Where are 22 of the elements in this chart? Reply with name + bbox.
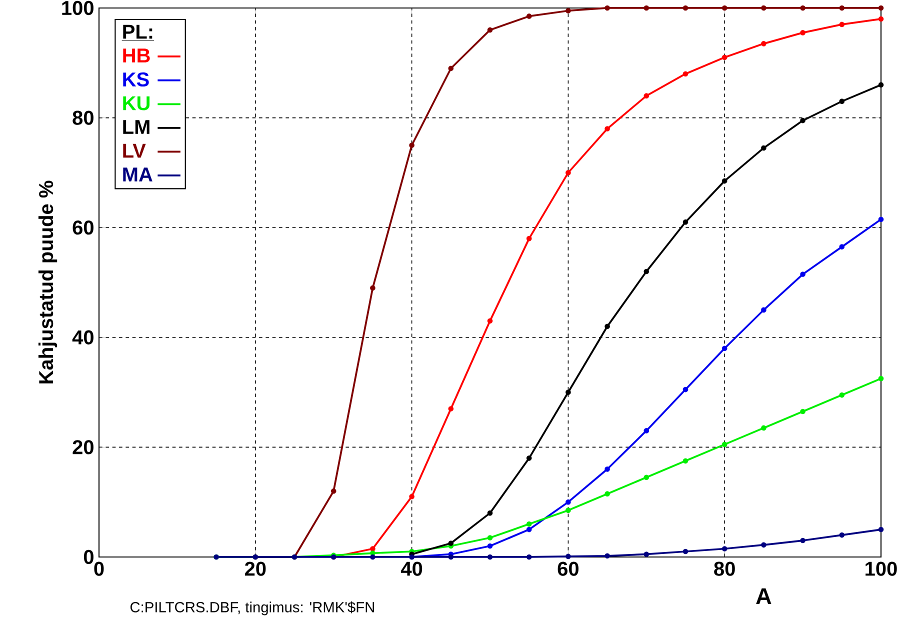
- x-tick-label: 0: [94, 562, 104, 576]
- y-tick-label: 100: [62, 0, 94, 16]
- legend-label: HB: [123, 48, 150, 62]
- y-axis-title: Kahjustatud puude %: [38, 180, 58, 384]
- x-axis-title: A: [756, 588, 772, 604]
- x-tick-label: 80: [714, 562, 735, 576]
- legend-label: LV: [123, 144, 146, 158]
- y-tick-label: 20: [72, 440, 94, 454]
- text: C:PILTCRS.DBF, tingimus: 'RMK'$FN: [130, 601, 374, 616]
- y-tick-label: 80: [72, 110, 94, 125]
- x-tick-label: 20: [244, 562, 266, 576]
- legend-label: LM: [123, 120, 150, 134]
- y-tick-label: 40: [72, 330, 94, 344]
- y-tick-label: 0: [84, 550, 94, 564]
- legend-label: MA: [123, 168, 152, 182]
- x-tick-label: 40: [400, 562, 422, 576]
- legend-title: PL:: [123, 24, 152, 39]
- legend-label: KU: [123, 96, 150, 110]
- x-tick-label: 60: [558, 562, 578, 576]
- y-tick-label: 60: [72, 220, 94, 235]
- x-tick-label: 100: [866, 562, 897, 576]
- legend-label: KS: [123, 72, 149, 87]
